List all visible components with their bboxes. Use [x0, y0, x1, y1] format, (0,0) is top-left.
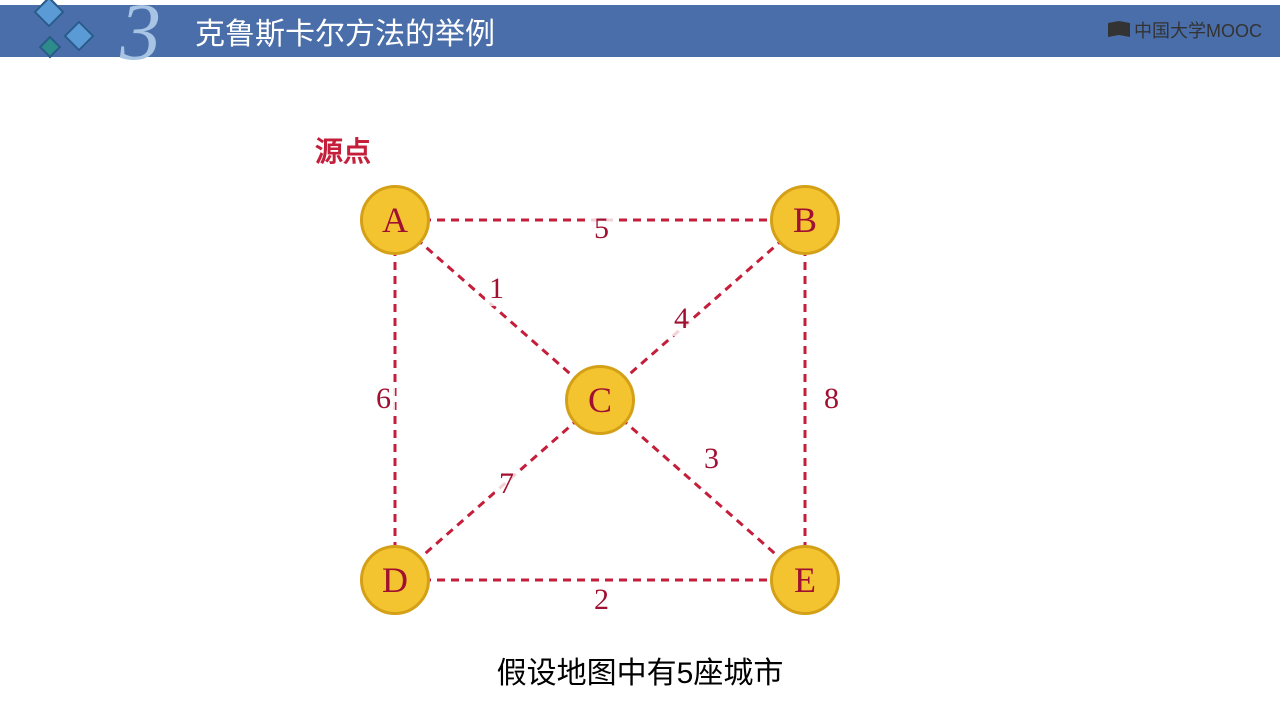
edge-weight-label: 5 — [590, 212, 613, 246]
edge-weight-label: 7 — [495, 467, 518, 501]
edge-weight-label: 1 — [485, 272, 508, 306]
edge-weight-label: 6 — [372, 382, 395, 416]
graph-node-d: D — [360, 545, 430, 615]
mooc-label: 中国大学MOOC — [1134, 17, 1262, 43]
header-bar: 3 克鲁斯卡尔方法的举例 中国大学MOOC — [0, 5, 1280, 57]
logo-squares — [20, 7, 100, 67]
caption-text: 假设地图中有5座城市 — [0, 648, 1280, 692]
edge-weight-label: 8 — [820, 382, 843, 416]
edge-weight-label: 2 — [590, 583, 613, 617]
graph-node-a: A — [360, 185, 430, 255]
edge-weight-label: 3 — [700, 442, 723, 476]
graph-edge — [600, 400, 805, 580]
graph-node-b: B — [770, 185, 840, 255]
book-icon — [1108, 22, 1130, 38]
graph-diagram: 源点 51648732ABCDE — [300, 135, 900, 635]
graph-edge — [395, 220, 600, 400]
page-title: 克鲁斯卡尔方法的举例 — [195, 9, 495, 53]
section-number: 3 — [120, 0, 161, 79]
mooc-logo: 中国大学MOOC — [1108, 17, 1262, 43]
graph-edge — [600, 220, 805, 400]
edge-weight-label: 4 — [670, 302, 693, 336]
graph-node-c: C — [565, 365, 635, 435]
graph-node-e: E — [770, 545, 840, 615]
